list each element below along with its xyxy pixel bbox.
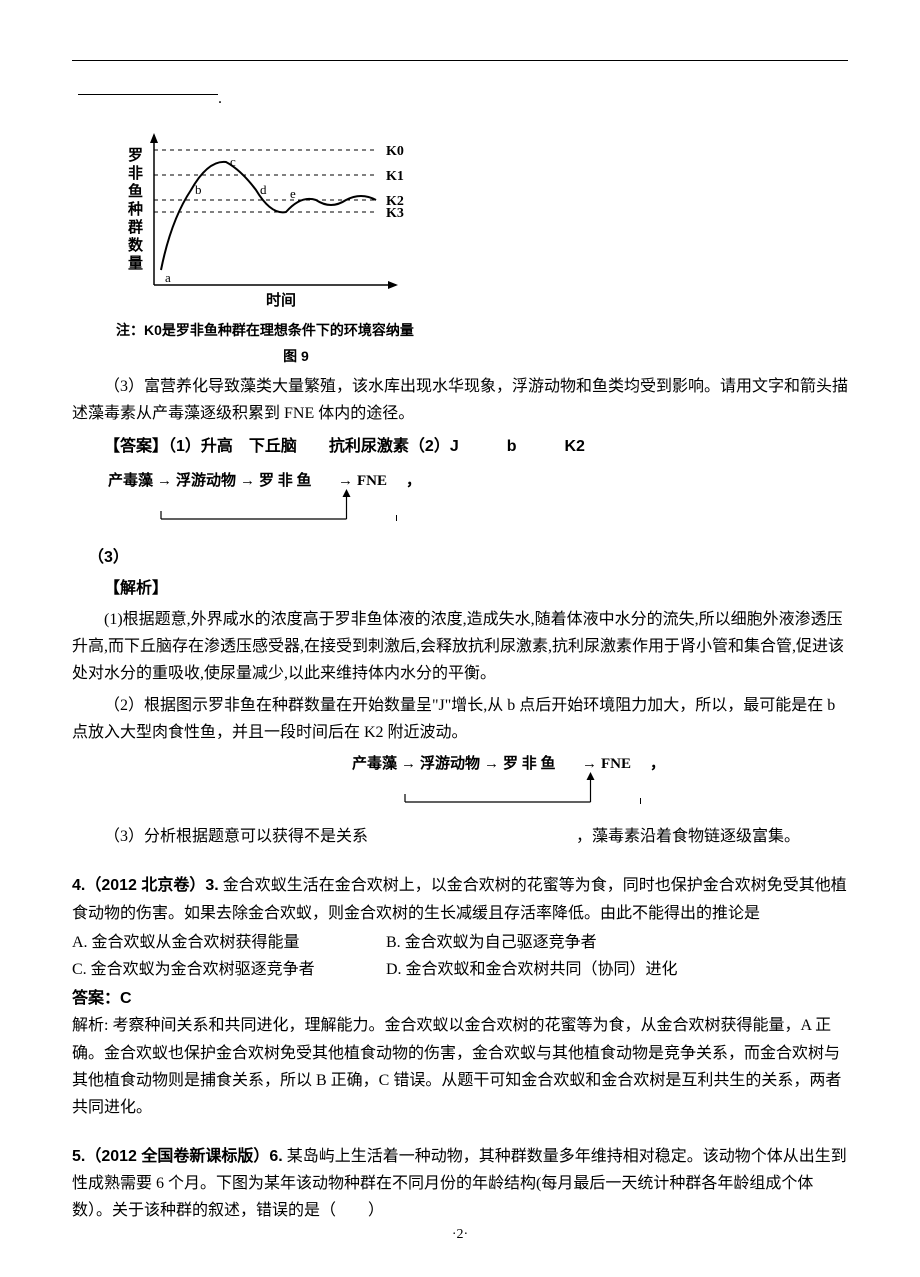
svg-text:罗: 罗 bbox=[128, 147, 143, 164]
svg-text:数: 数 bbox=[128, 236, 144, 254]
svg-text:→: → bbox=[338, 473, 353, 489]
svg-text:FNE: FNE bbox=[601, 756, 631, 772]
svg-text:a: a bbox=[165, 270, 171, 285]
explain-2: （2）根据图示罗非鱼在种群数量在开始数量呈"J"增长,从 b 点后开始环境阻力加… bbox=[72, 692, 848, 746]
q4-opt-d: D. 金合欢蚁和金合欢树共同（协同）进化 bbox=[386, 961, 678, 978]
svg-text:种: 种 bbox=[127, 200, 143, 218]
svg-text:时间: 时间 bbox=[266, 291, 296, 309]
question-3-text: （3）富营养化导致藻类大量繁殖，该水库出现水华现象，浮游动物和鱼类均受到影响。请… bbox=[72, 373, 848, 427]
q4-opt-c: C. 金合欢蚁为金合欢树驱逐竞争者 bbox=[72, 956, 382, 983]
svg-text:→: → bbox=[484, 756, 499, 772]
q4-opt-a: A. 金合欢蚁从金合欢树获得能量 bbox=[72, 929, 382, 956]
svg-text:鱼: 鱼 bbox=[128, 182, 143, 200]
svg-text:罗 非 鱼: 罗 非 鱼 bbox=[503, 754, 556, 772]
figure-9: K0K1K2K3abcde罗非鱼种群数量时间 bbox=[116, 120, 848, 319]
page-number: ·2· bbox=[0, 1223, 920, 1247]
svg-text:→: → bbox=[582, 756, 597, 772]
svg-text:K3: K3 bbox=[386, 206, 404, 221]
q4-source: 4.（2012 北京卷）3. bbox=[72, 877, 219, 894]
answer-text: （1）升高 下丘脑 抗利尿激素（2）J b K2 bbox=[168, 438, 585, 455]
svg-text:c: c bbox=[230, 154, 236, 169]
question-4: 4.（2012 北京卷）3. 金合欢蚁生活在金合欢树上，以金合欢树的花蜜等为食，… bbox=[72, 872, 848, 926]
answer-3-row: （3） bbox=[72, 544, 848, 571]
svg-text:，: ， bbox=[650, 756, 665, 772]
svg-text:产毒藻: 产毒藻 bbox=[352, 754, 398, 772]
svg-text:d: d bbox=[260, 182, 267, 197]
svg-text:，: ， bbox=[406, 473, 421, 489]
explain-3-pre: （3）分析根据题意可以获得不是关系 bbox=[104, 828, 368, 845]
svg-text:FNE: FNE bbox=[357, 473, 387, 489]
svg-text:浮游动物: 浮游动物 bbox=[176, 471, 236, 489]
explain-3-block: 产毒藻→浮游动物→罗 非 鱼→FNE， （3）分析根据题意可以获得不是关系 ，藻… bbox=[72, 752, 848, 850]
q4-options: A. 金合欢蚁从金合欢树获得能量 B. 金合欢蚁为自己驱逐竞争者 C. 金合欢蚁… bbox=[72, 929, 848, 983]
question-5: 5.（2012 全国卷新课标版）6. 某岛屿上生活着一种动物，其种群数量多年维持… bbox=[72, 1143, 848, 1225]
top-rule bbox=[72, 60, 848, 61]
svg-text:K0: K0 bbox=[386, 144, 404, 159]
flow-diagram-block: 产毒藻→浮游动物→罗 非 鱼→FNE， bbox=[104, 469, 848, 540]
q4-explanation: 解析: 考察种间关系和共同进化，理解能力。金合欢蚁以金合欢树的花蜜等为食，从金合… bbox=[72, 1012, 848, 1121]
svg-text:非: 非 bbox=[128, 164, 143, 182]
flow-diagram-2: 产毒藻→浮游动物→罗 非 鱼→FNE， bbox=[348, 752, 688, 814]
svg-text:→: → bbox=[240, 473, 255, 489]
q4-answer: 答案：C bbox=[72, 985, 848, 1012]
q5-source: 5.（2012 全国卷新课标版）6. bbox=[72, 1148, 283, 1165]
flow-diagram-1: 产毒藻→浮游动物→罗 非 鱼→FNE， bbox=[104, 469, 444, 531]
explain-head: 【解析】 bbox=[72, 575, 848, 602]
period: . bbox=[218, 90, 222, 107]
svg-text:→: → bbox=[157, 473, 172, 489]
answer-blank bbox=[78, 94, 218, 95]
svg-text:罗 非 鱼: 罗 非 鱼 bbox=[259, 471, 312, 489]
chart-svg: K0K1K2K3abcde罗非鱼种群数量时间 bbox=[116, 120, 456, 310]
figure-note: 注：K0是罗非鱼种群在理想条件下的环境容纳量 bbox=[116, 322, 414, 338]
explain-3-post: ，藻毒素沿着食物链逐级富集。 bbox=[576, 828, 800, 845]
answer-3-prefix: （3） bbox=[88, 544, 129, 571]
q4-opt-b: B. 金合欢蚁为自己驱逐竞争者 bbox=[386, 934, 597, 951]
svg-text:产毒藻: 产毒藻 bbox=[108, 471, 154, 489]
svg-text:浮游动物: 浮游动物 bbox=[420, 754, 480, 772]
svg-text:量: 量 bbox=[128, 255, 143, 272]
svg-text:→: → bbox=[401, 756, 416, 772]
svg-text:K1: K1 bbox=[386, 169, 404, 184]
explain-1: (1)根据题意,外界咸水的浓度高于罗非鱼体液的浓度,造成失水,随着体液中水分的流… bbox=[72, 606, 848, 688]
figure-label: 图 9 bbox=[116, 345, 476, 369]
svg-text:e: e bbox=[290, 186, 296, 201]
svg-text:b: b bbox=[195, 182, 202, 197]
answer-line: 【答案】（1）升高 下丘脑 抗利尿激素（2）J b K2 bbox=[72, 433, 848, 460]
answer-prefix: 【答案】 bbox=[104, 438, 168, 455]
figure-9-caption: 注：K0是罗非鱼种群在理想条件下的环境容纳量 图 9 bbox=[116, 319, 848, 369]
svg-text:群: 群 bbox=[128, 218, 143, 236]
